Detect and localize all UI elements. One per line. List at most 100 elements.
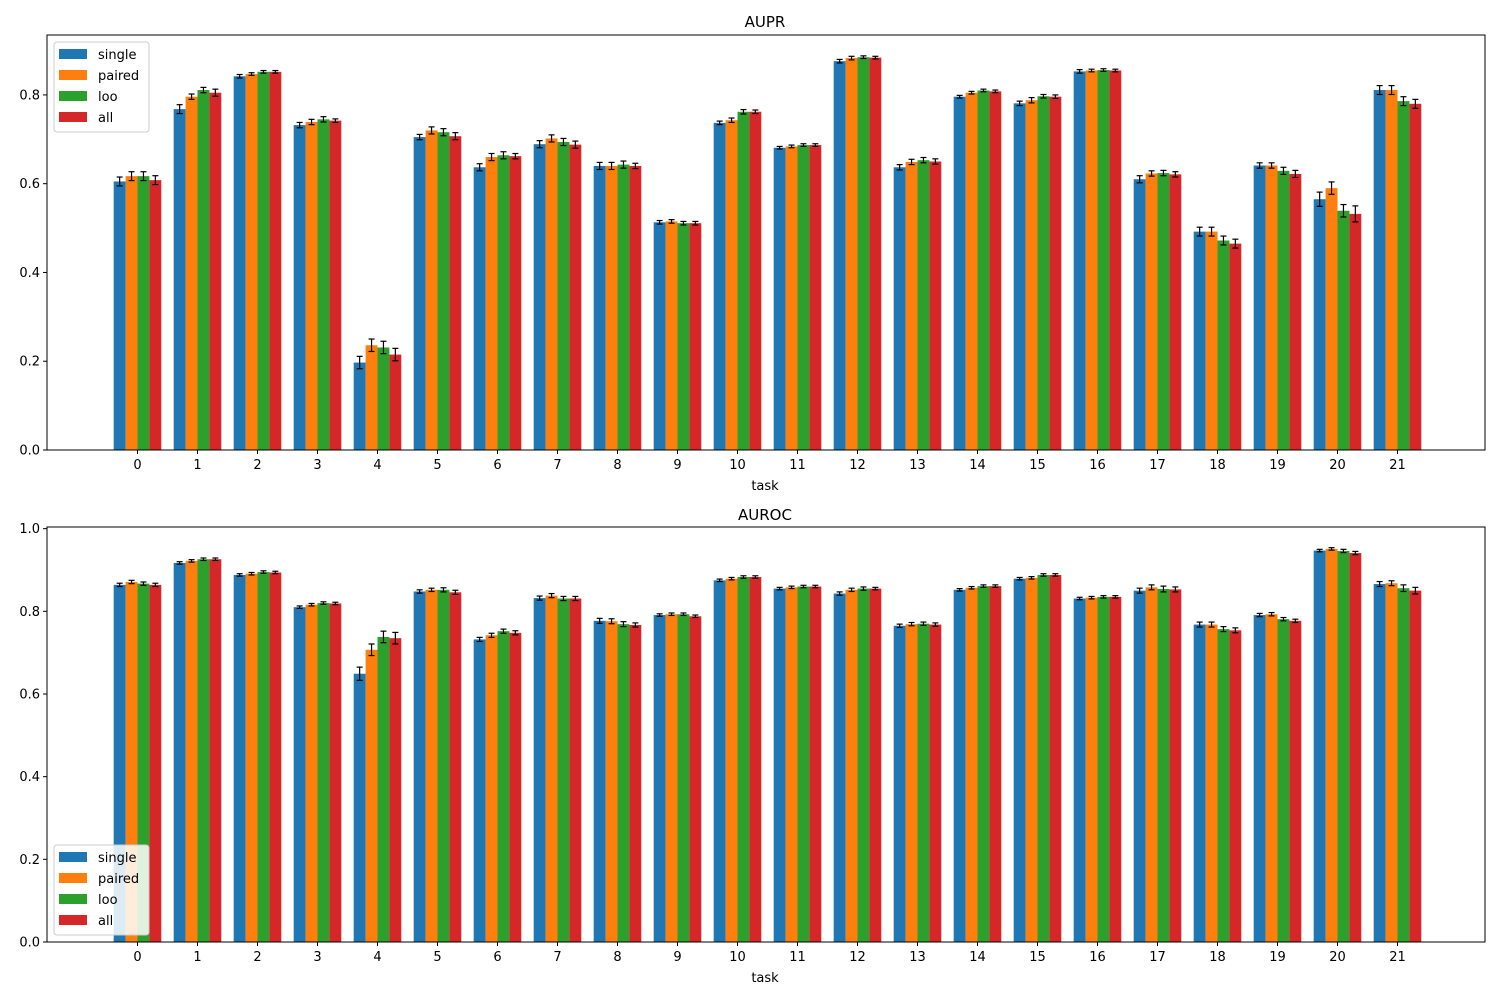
- bar-paired-task-17: [1145, 587, 1158, 942]
- bar-loo-task-6: [497, 631, 510, 942]
- error-bar-paired-task-7: [548, 134, 555, 143]
- error-bar-loo-task-19: [1280, 616, 1287, 622]
- error-bar-single-task-12: [836, 58, 843, 64]
- error-bar-single-task-11: [776, 586, 783, 591]
- error-bar-loo-task-20: [1340, 203, 1347, 218]
- legend-swatch-single: [59, 852, 87, 862]
- error-bar-single-task-15: [1016, 576, 1023, 581]
- error-bar-paired-task-1: [188, 559, 195, 563]
- bar-single-task-6: [473, 639, 486, 942]
- bar-single-task-15: [1013, 578, 1026, 942]
- x-tick-label-17: 17: [1149, 458, 1166, 473]
- y-tick-label: 1.0: [19, 522, 40, 537]
- error-bar-loo-task-6: [500, 151, 507, 160]
- aupr-chart: AUPR task 0.00.20.40.60.80 1 2 3 4 5 6 7 8 9 10 11 1…: [19, 13, 1486, 494]
- error-bar-loo-task-2: [260, 570, 267, 574]
- bar-single-task-18: [1193, 624, 1206, 942]
- error-bar-paired-task-3: [308, 602, 315, 607]
- aupr-x-axis-label: task: [751, 479, 779, 494]
- bar-single-task-9: [653, 615, 666, 942]
- legend-label-single: single: [98, 48, 137, 63]
- error-bar-loo-task-3: [320, 116, 327, 123]
- bar-all-task-1: [209, 92, 222, 450]
- error-bar-single-task-18: [1196, 226, 1203, 237]
- bar-paired-task-9: [665, 221, 678, 450]
- bar-loo-task-16: [1097, 596, 1110, 942]
- legend-swatch-loo: [59, 894, 87, 904]
- error-bar-paired-task-18: [1208, 621, 1215, 628]
- error-bar-paired-task-5: [428, 126, 435, 135]
- error-bar-single-task-6: [476, 636, 483, 643]
- x-tick-label-4: 4: [373, 950, 381, 965]
- bar-all-task-6: [509, 632, 522, 942]
- bar-all-task-1: [209, 559, 222, 942]
- bar-single-task-4: [353, 673, 366, 942]
- bar-all-task-9: [689, 616, 702, 942]
- bar-all-task-19: [1289, 173, 1302, 450]
- x-tick-label-0: 0: [133, 950, 141, 965]
- error-bar-all-task-20: [1352, 205, 1359, 223]
- x-tick-label-6: 6: [493, 950, 501, 965]
- error-bar-all-task-18: [1232, 238, 1239, 249]
- error-bar-all-task-0: [152, 582, 159, 588]
- bar-paired-task-21: [1385, 583, 1398, 942]
- error-bar-all-task-4: [392, 631, 399, 645]
- x-tick-label-6: 6: [493, 458, 501, 473]
- error-bar-single-task-1: [176, 104, 183, 115]
- error-bar-paired-task-6: [488, 632, 495, 638]
- error-bar-loo-task-8: [620, 160, 627, 169]
- plot-frame: [46, 34, 1486, 451]
- legend-swatch-all: [59, 112, 87, 122]
- bar-all-task-7: [569, 598, 582, 942]
- x-tick-label-5: 5: [433, 950, 441, 965]
- bar-all-task-2: [269, 71, 282, 450]
- bar-loo-task-6: [497, 155, 510, 450]
- x-tick-label-21: 21: [1389, 458, 1406, 473]
- bar-paired-task-18: [1205, 231, 1218, 450]
- error-bar-single-task-15: [1016, 100, 1023, 107]
- x-tick-label-7: 7: [553, 458, 561, 473]
- bar-loo-task-11: [797, 145, 810, 450]
- error-bar-all-task-11: [812, 584, 819, 589]
- error-bar-loo-task-9: [680, 220, 687, 226]
- bar-all-task-14: [989, 91, 1002, 451]
- x-tick-label-15: 15: [1029, 950, 1046, 965]
- bar-single-task-1: [173, 109, 186, 451]
- legend: single paired loo all: [53, 41, 150, 133]
- bar-paired-task-14: [965, 587, 978, 942]
- bar-all-task-20: [1349, 553, 1362, 942]
- bar-loo-task-16: [1097, 70, 1110, 450]
- bar-paired-task-0: [125, 176, 138, 450]
- bar-all-task-17: [1169, 589, 1182, 942]
- error-bar-paired-task-12: [848, 55, 855, 61]
- error-bar-loo-task-21: [1400, 584, 1407, 593]
- error-bar-all-task-19: [1292, 618, 1299, 624]
- bar-paired-task-6: [485, 635, 498, 942]
- bar-all-task-16: [1109, 596, 1122, 942]
- error-bar-all-task-13: [932, 158, 939, 165]
- x-tick-label-19: 19: [1269, 950, 1286, 965]
- error-bar-paired-task-18: [1208, 226, 1215, 237]
- error-bar-loo-task-18: [1220, 626, 1227, 633]
- error-bar-paired-task-16: [1088, 595, 1095, 600]
- error-bar-all-task-7: [572, 595, 579, 602]
- error-bar-loo-task-15: [1040, 573, 1047, 577]
- error-bar-single-task-19: [1256, 162, 1263, 169]
- error-bar-loo-task-21: [1400, 96, 1407, 107]
- bar-paired-task-5: [425, 130, 438, 450]
- error-bar-paired-task-21: [1388, 580, 1395, 587]
- bar-paired-task-9: [665, 614, 678, 942]
- bar-all-task-18: [1229, 630, 1242, 942]
- bar-paired-task-17: [1145, 173, 1158, 451]
- error-bar-all-task-20: [1352, 550, 1359, 556]
- legend-swatch-all: [59, 915, 87, 925]
- bar-loo-task-3: [317, 603, 330, 942]
- x-tick-label-19: 19: [1269, 458, 1286, 473]
- bar-all-task-15: [1049, 96, 1062, 450]
- error-bar-single-task-16: [1076, 596, 1083, 601]
- error-bar-single-task-14: [956, 587, 963, 592]
- error-bar-all-task-3: [332, 601, 339, 606]
- error-bar-all-task-16: [1112, 595, 1119, 599]
- bar-all-task-4: [389, 354, 402, 450]
- error-bar-paired-task-9: [668, 219, 675, 224]
